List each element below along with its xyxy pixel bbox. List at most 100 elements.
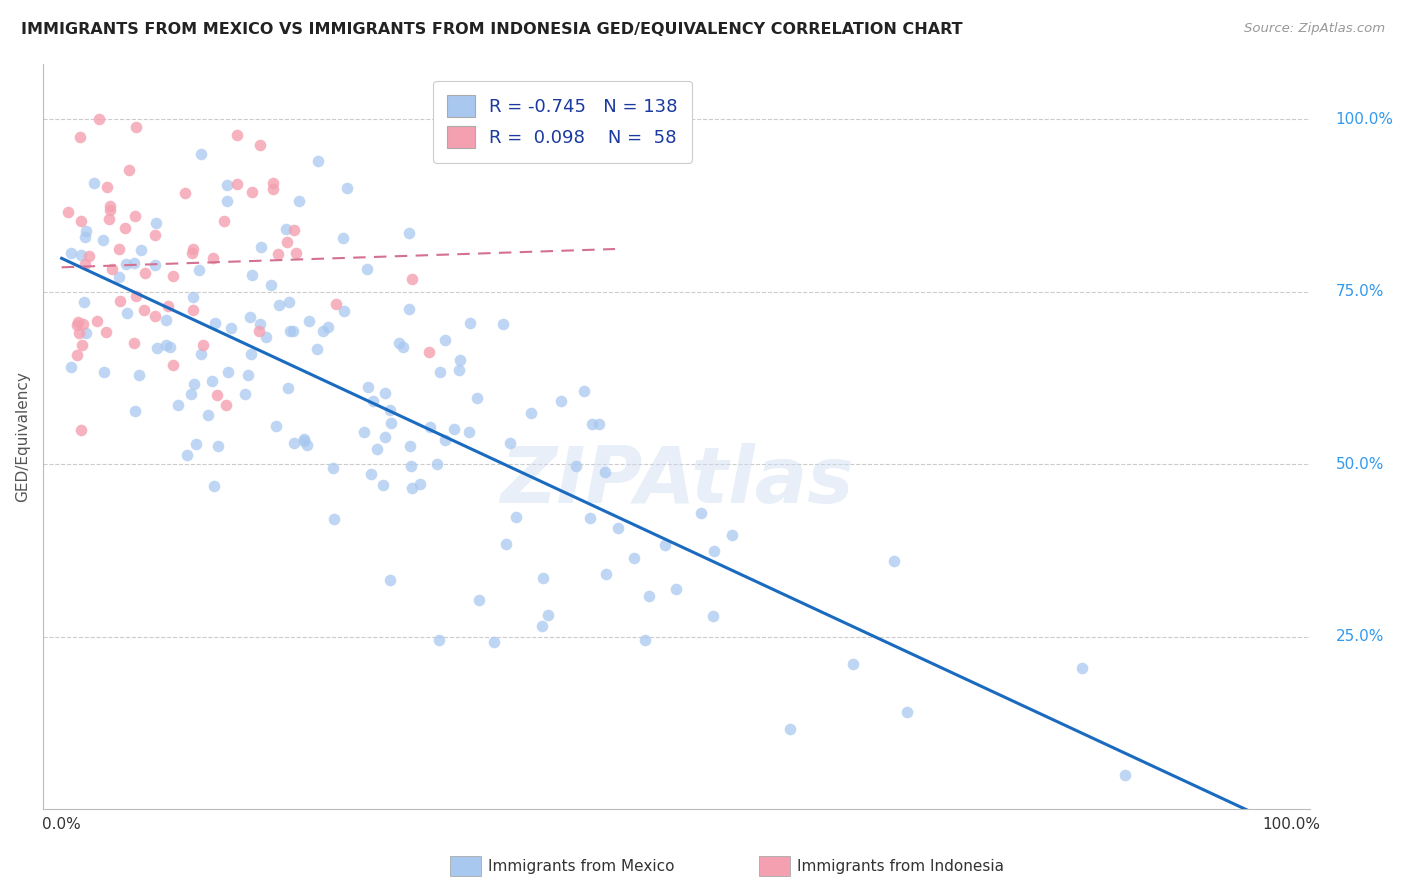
Point — [73, 294, 96, 309]
Point — [215, 398, 238, 412]
Point — [419, 420, 441, 434]
Point — [281, 324, 304, 338]
Point — [75, 223, 97, 237]
Point — [565, 459, 588, 474]
Point — [278, 324, 301, 338]
Point — [353, 425, 375, 439]
Point — [242, 268, 264, 283]
Point — [108, 293, 131, 308]
Point — [190, 146, 212, 161]
Point — [118, 162, 141, 177]
Point — [842, 657, 865, 671]
Point — [332, 231, 354, 245]
Point — [124, 209, 146, 223]
Point — [97, 212, 120, 227]
Point — [191, 338, 214, 352]
Point — [595, 566, 617, 581]
Point — [637, 589, 659, 603]
Text: ZIPAtlas: ZIPAtlas — [499, 443, 853, 519]
Point — [429, 365, 451, 379]
Point — [318, 319, 340, 334]
Point — [1071, 661, 1094, 675]
Point — [492, 317, 515, 331]
Point — [307, 153, 329, 168]
Point — [72, 317, 94, 331]
Point — [703, 544, 725, 558]
Point — [124, 404, 146, 418]
Point — [217, 178, 239, 192]
Point — [132, 303, 155, 318]
Point — [531, 571, 554, 585]
Point — [499, 435, 522, 450]
Point — [239, 310, 262, 325]
Point — [173, 186, 195, 201]
Point — [288, 194, 311, 208]
Point — [181, 290, 204, 304]
Text: Immigrants from Mexico: Immigrants from Mexico — [488, 859, 675, 873]
Point — [86, 314, 108, 328]
Point — [240, 185, 263, 199]
Point — [190, 347, 212, 361]
Point — [581, 417, 603, 431]
Point — [214, 214, 236, 228]
Point — [186, 437, 208, 451]
Point — [374, 430, 396, 444]
Point — [205, 387, 228, 401]
Point — [217, 194, 239, 209]
Point — [159, 339, 181, 353]
Point — [250, 240, 273, 254]
Point — [207, 439, 229, 453]
Point — [447, 363, 470, 377]
Point — [56, 204, 79, 219]
Point — [134, 266, 156, 280]
Point — [157, 299, 180, 313]
Text: 25.0%: 25.0% — [1336, 629, 1384, 644]
Point — [896, 705, 918, 719]
Point — [702, 608, 724, 623]
Point — [69, 214, 91, 228]
Point — [409, 476, 432, 491]
Point — [578, 510, 600, 524]
Point — [283, 222, 305, 236]
Point — [60, 246, 83, 260]
Point — [426, 457, 449, 471]
Point — [254, 330, 277, 344]
Point — [167, 398, 190, 412]
Legend: R = -0.745   N = 138, R =  0.098    N =  58: R = -0.745 N = 138, R = 0.098 N = 58 — [433, 80, 692, 162]
Point — [98, 199, 121, 213]
Point — [266, 246, 288, 260]
Point — [593, 465, 616, 479]
Point — [1114, 767, 1136, 781]
Point — [73, 230, 96, 244]
Point — [482, 635, 505, 649]
Point — [283, 436, 305, 450]
Point — [225, 128, 247, 142]
Point — [59, 359, 82, 374]
Point — [201, 252, 224, 266]
Point — [323, 512, 346, 526]
Point — [128, 368, 150, 382]
Point — [457, 425, 479, 440]
Point — [360, 467, 382, 481]
Text: 100.0%: 100.0% — [1336, 112, 1393, 127]
Point — [720, 527, 742, 541]
Point — [460, 317, 482, 331]
Point — [67, 326, 90, 340]
Point — [67, 315, 90, 329]
Point — [520, 406, 543, 420]
Point — [180, 245, 202, 260]
Point — [399, 458, 422, 473]
Point — [380, 416, 402, 430]
Point — [249, 137, 271, 152]
Point — [146, 341, 169, 355]
Point — [607, 521, 630, 535]
Point — [285, 245, 308, 260]
Point — [108, 270, 131, 285]
Point — [336, 181, 359, 195]
Point — [623, 551, 645, 566]
Point — [278, 295, 301, 310]
Point — [779, 723, 801, 737]
Point — [298, 314, 321, 328]
Point — [588, 417, 610, 431]
Point — [181, 303, 204, 318]
